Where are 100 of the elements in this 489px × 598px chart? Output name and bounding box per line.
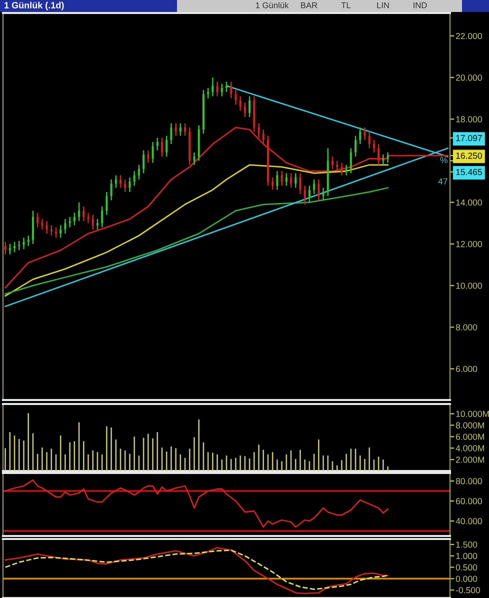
candlestick xyxy=(142,150,145,174)
y-tick-label: 80.000 xyxy=(456,478,482,484)
candlestick xyxy=(313,178,316,195)
candlestick xyxy=(290,172,292,188)
y-tick-label: 10.000 xyxy=(456,282,482,289)
candlestick xyxy=(364,126,366,141)
candlestick xyxy=(372,139,375,154)
candlestick xyxy=(119,174,122,188)
candlestick xyxy=(276,170,278,190)
candlestick xyxy=(318,178,320,201)
candlestick xyxy=(128,176,131,193)
candlestick xyxy=(13,241,16,253)
candlestick xyxy=(50,224,52,236)
candlestick xyxy=(96,218,99,230)
text: IND xyxy=(414,2,427,8)
candlestick xyxy=(68,216,71,228)
candlestick xyxy=(87,212,90,224)
candlestick xyxy=(166,135,168,158)
y-tick-label: 8.000 xyxy=(456,324,478,330)
candlestick xyxy=(179,122,182,136)
candlestick xyxy=(239,96,242,112)
candlestick xyxy=(299,172,302,195)
candlestick xyxy=(272,176,274,190)
candlestick xyxy=(244,102,246,118)
candlestick xyxy=(110,178,112,201)
candlestick xyxy=(64,218,66,234)
y-tick-label: 2.000M xyxy=(456,456,484,463)
candlestick xyxy=(36,212,39,228)
candlestick xyxy=(138,164,140,180)
y-tick-label: 6.000M xyxy=(456,434,484,440)
candlestick xyxy=(156,137,158,151)
candlestick xyxy=(106,191,108,216)
y-tick-label: 10.000M xyxy=(456,410,489,417)
candlestick xyxy=(331,156,334,170)
y-tick-label: 1.000 xyxy=(456,552,478,560)
y-tick-label: 0.000 xyxy=(456,576,478,582)
line-series xyxy=(4,164,388,297)
annotation: % xyxy=(440,157,448,164)
candlestick xyxy=(4,241,6,255)
candlestick xyxy=(78,202,80,222)
candlestick xyxy=(22,237,25,250)
y-tick-label: 15.465 xyxy=(456,168,482,176)
candlestick xyxy=(225,81,228,93)
y-tick-label: 8.000M xyxy=(456,422,484,428)
candlestick xyxy=(92,214,94,230)
text: BAR xyxy=(301,2,318,8)
y-tick-label: 4.000M xyxy=(456,445,484,452)
candlestick xyxy=(32,210,34,245)
candlestick xyxy=(336,160,338,172)
candlestick xyxy=(152,141,154,164)
candlestick xyxy=(234,89,237,106)
candlestick xyxy=(304,185,306,206)
candlestick xyxy=(73,212,76,226)
candlestick xyxy=(382,154,384,166)
candlestick xyxy=(308,185,310,203)
candlestick xyxy=(280,170,283,186)
y-tick-label: 17.097 xyxy=(456,134,482,142)
candlestick xyxy=(170,122,172,145)
candlestick xyxy=(60,224,62,238)
candlestick xyxy=(359,126,362,145)
candlestick xyxy=(285,172,288,186)
candlestick xyxy=(174,122,177,136)
candlestick xyxy=(101,206,104,228)
candlestick xyxy=(82,206,85,222)
y-tick-label: 6.000 xyxy=(456,366,478,372)
y-tick-label: 20.000 xyxy=(456,74,482,81)
candlestick xyxy=(27,235,30,247)
candlestick xyxy=(133,170,136,186)
candlestick xyxy=(124,178,126,193)
annotation: 47 xyxy=(438,178,448,184)
candlestick xyxy=(212,76,214,97)
candlestick xyxy=(248,96,251,118)
candlestick xyxy=(8,243,11,255)
candlestick xyxy=(350,148,352,174)
candlestick xyxy=(220,83,223,97)
y-tick-label: 60.000 xyxy=(456,498,482,504)
y-tick-label: 40.000 xyxy=(456,518,482,524)
candlestick xyxy=(230,81,232,99)
candlestick xyxy=(54,226,58,238)
candlestick xyxy=(114,174,117,188)
candlestick xyxy=(345,164,348,176)
candlestick xyxy=(386,152,389,164)
line-series xyxy=(4,187,388,295)
candlestick xyxy=(184,122,186,136)
line-series xyxy=(4,479,388,528)
candlestick xyxy=(340,162,343,176)
text: 1 Günlük xyxy=(256,2,289,8)
chart-title: 1 Günlük (.1d) xyxy=(4,2,64,10)
candlestick xyxy=(216,81,218,97)
y-tick-label: -0.500 xyxy=(456,587,480,594)
y-tick-label: 0.500 xyxy=(456,564,478,571)
candlestick xyxy=(368,130,370,149)
candlestick xyxy=(160,137,164,158)
candlestick xyxy=(322,187,324,201)
y-tick-label: 16.250 xyxy=(456,152,482,159)
y-tick-label: 18.000 xyxy=(456,116,482,122)
candlestick xyxy=(207,87,210,99)
text: TL xyxy=(341,2,351,8)
candlestick xyxy=(46,220,48,234)
candlestick xyxy=(193,152,196,166)
